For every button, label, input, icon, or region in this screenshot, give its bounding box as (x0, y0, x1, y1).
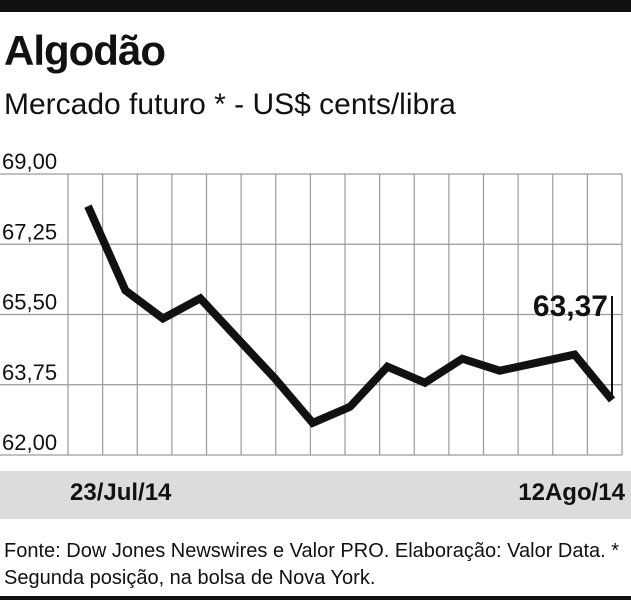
top-rule (0, 0, 631, 12)
x-end-label: 12Ago/14 (518, 479, 625, 506)
y-tick-label: 65,50 (2, 290, 57, 315)
annotation-value-label: 63,37 (533, 290, 608, 323)
chart-subtitle: Mercado futuro * - US$ cents/libra (4, 88, 456, 121)
bottom-rule (0, 596, 631, 600)
x-axis-band (0, 471, 631, 519)
source-note: Fonte: Dow Jones Newswires e Valor PRO. … (4, 540, 620, 589)
line-chart: 69,00 67,25 65,50 63,75 62,00 63,37 (0, 150, 623, 456)
chart-title: Algodão (4, 27, 166, 74)
y-tick-label: 69,00 (2, 150, 57, 174)
y-tick-label: 67,25 (2, 219, 57, 244)
x-start-label: 23/Jul/14 (70, 479, 172, 506)
y-tick-label: 63,75 (2, 360, 57, 385)
y-tick-label: 62,00 (2, 430, 57, 455)
